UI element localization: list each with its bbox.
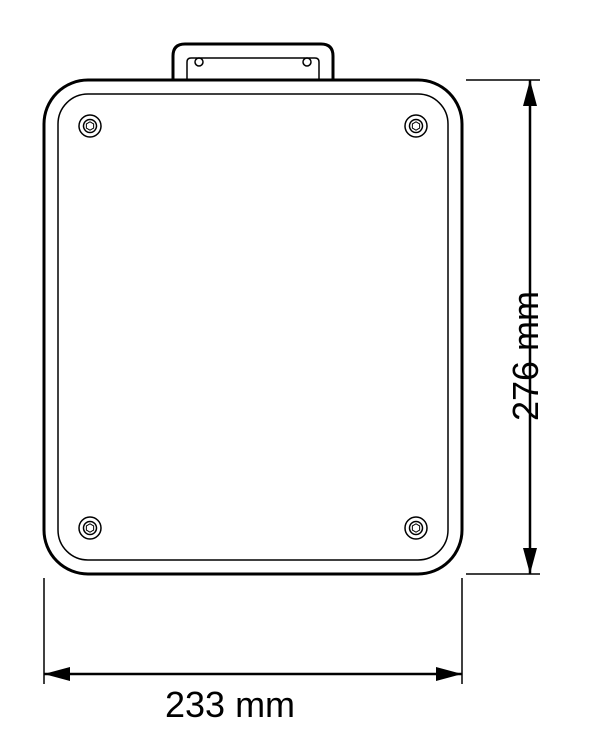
width-dimension-label: 233 mm [165,684,295,726]
height-dimension-label: 276 mm [505,291,547,421]
technical-drawing: 233 mm 276 mm [0,0,609,750]
